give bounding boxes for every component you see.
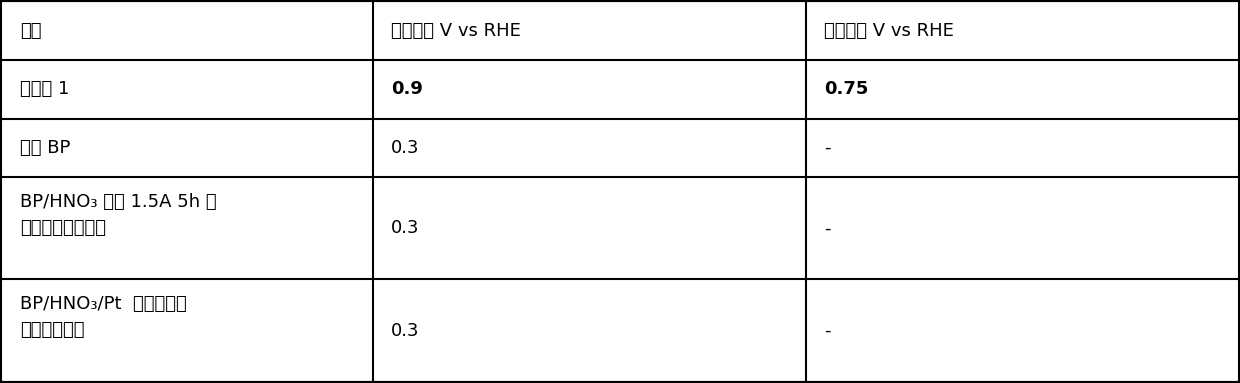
Text: -: - <box>825 322 831 340</box>
Text: 样品: 样品 <box>20 22 41 40</box>
Text: 起始电位 V vs RHE: 起始电位 V vs RHE <box>391 22 521 40</box>
Text: -: - <box>825 219 831 237</box>
Text: 半波电位 V vs RHE: 半波电位 V vs RHE <box>825 22 954 40</box>
Text: -: - <box>825 139 831 157</box>
Text: 0.75: 0.75 <box>825 80 868 98</box>
Text: 0.3: 0.3 <box>391 322 419 340</box>
Text: BP/HNO₃/Pt  不进行通电
处理后的样品: BP/HNO₃/Pt 不进行通电 处理后的样品 <box>20 295 187 339</box>
Text: 0.3: 0.3 <box>391 139 419 157</box>
Text: 0.9: 0.9 <box>391 80 423 98</box>
Text: 实施例 1: 实施例 1 <box>20 80 69 98</box>
Text: 纯的 BP: 纯的 BP <box>20 139 71 157</box>
Text: 0.3: 0.3 <box>391 219 419 237</box>
Text: BP/HNO₃ 进行 1.5A 5h 恒
电流处理后的样品: BP/HNO₃ 进行 1.5A 5h 恒 电流处理后的样品 <box>20 193 217 237</box>
